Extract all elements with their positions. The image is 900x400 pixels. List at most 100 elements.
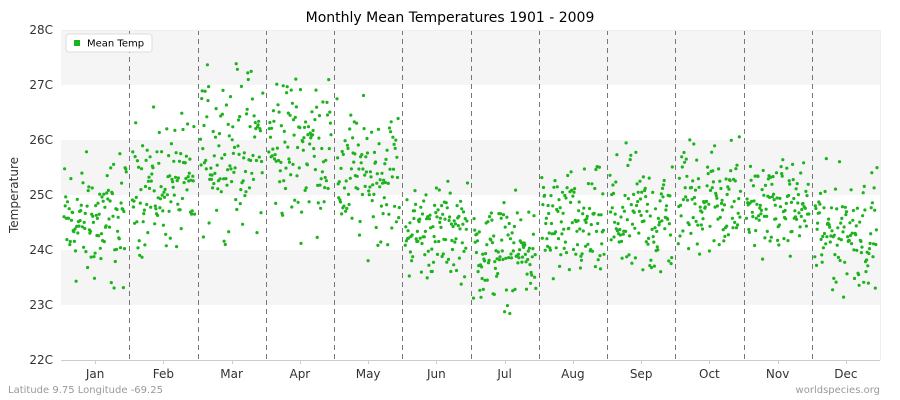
data-point xyxy=(670,165,674,169)
data-point xyxy=(616,222,620,226)
data-point xyxy=(499,216,503,220)
data-point xyxy=(426,215,430,219)
data-point xyxy=(869,206,873,210)
data-point xyxy=(592,211,596,215)
data-point xyxy=(203,89,207,93)
data-point xyxy=(562,227,566,231)
data-point xyxy=(317,136,321,140)
data-point xyxy=(404,239,408,243)
data-point xyxy=(186,175,190,179)
data-point xyxy=(726,233,731,237)
data-point xyxy=(729,138,733,142)
data-point xyxy=(135,159,139,163)
data-point xyxy=(281,84,285,88)
data-point xyxy=(550,232,554,236)
data-point xyxy=(725,224,729,228)
data-point xyxy=(260,159,264,164)
data-point xyxy=(375,172,379,176)
data-point xyxy=(179,227,183,231)
data-point xyxy=(872,186,876,190)
data-point xyxy=(551,204,555,208)
data-point xyxy=(462,249,466,253)
data-point xyxy=(75,197,79,201)
data-point xyxy=(630,222,635,226)
data-point xyxy=(646,242,650,246)
data-point xyxy=(857,283,861,287)
data-point xyxy=(637,231,641,235)
data-point xyxy=(363,184,367,188)
data-point xyxy=(455,204,459,208)
data-point xyxy=(205,63,209,67)
data-point xyxy=(870,171,874,175)
data-point xyxy=(118,152,122,156)
data-point xyxy=(696,223,700,227)
data-point xyxy=(520,260,524,264)
chart-title: Monthly Mean Temperatures 1901 - 2009 xyxy=(306,10,595,26)
data-point xyxy=(257,155,261,159)
data-point xyxy=(444,238,448,242)
data-point xyxy=(823,189,827,194)
data-point xyxy=(618,233,623,237)
data-point xyxy=(820,260,824,264)
data-point xyxy=(171,185,175,189)
data-point xyxy=(311,128,315,133)
data-point xyxy=(246,71,250,75)
data-point xyxy=(201,147,205,151)
data-point xyxy=(397,206,401,210)
data-point xyxy=(677,176,682,180)
data-point xyxy=(320,170,324,174)
data-point xyxy=(117,237,121,241)
data-point xyxy=(459,282,463,286)
data-point xyxy=(760,188,764,192)
data-point xyxy=(556,209,560,213)
data-point xyxy=(124,167,128,171)
data-point xyxy=(110,192,114,196)
data-point xyxy=(452,263,456,267)
data-point xyxy=(534,286,538,290)
data-point xyxy=(763,236,767,240)
data-point xyxy=(693,202,697,206)
data-point xyxy=(778,196,782,200)
data-point xyxy=(139,188,143,192)
data-point xyxy=(391,167,396,171)
data-point xyxy=(98,246,102,250)
data-point xyxy=(662,178,666,183)
data-point xyxy=(149,205,153,209)
data-point xyxy=(133,221,137,225)
data-point xyxy=(140,255,144,259)
data-point xyxy=(348,176,352,180)
data-point xyxy=(824,157,828,161)
data-point xyxy=(850,242,854,246)
data-point xyxy=(253,135,257,139)
data-point xyxy=(660,186,665,190)
data-point xyxy=(621,205,625,209)
data-point xyxy=(68,239,72,244)
data-point xyxy=(238,202,242,206)
data-point xyxy=(430,269,434,274)
data-point xyxy=(722,203,727,207)
data-point xyxy=(228,164,232,168)
data-point xyxy=(301,140,305,144)
data-point xyxy=(296,145,300,150)
data-point xyxy=(103,205,107,209)
data-point xyxy=(174,151,178,155)
data-point xyxy=(763,183,768,187)
data-point xyxy=(253,121,257,125)
data-point xyxy=(600,242,604,246)
data-point xyxy=(628,158,632,162)
data-point xyxy=(438,220,442,224)
data-point xyxy=(418,217,422,221)
data-point xyxy=(838,258,842,263)
data-point xyxy=(770,195,775,199)
data-point xyxy=(781,158,785,162)
data-point xyxy=(298,88,303,92)
data-point xyxy=(814,263,819,267)
data-point xyxy=(444,201,448,205)
data-point xyxy=(571,194,575,198)
data-point xyxy=(244,190,248,194)
data-point xyxy=(547,231,551,235)
data-point xyxy=(508,311,512,316)
data-point xyxy=(215,208,219,212)
data-point xyxy=(116,215,120,219)
data-point xyxy=(160,193,164,197)
